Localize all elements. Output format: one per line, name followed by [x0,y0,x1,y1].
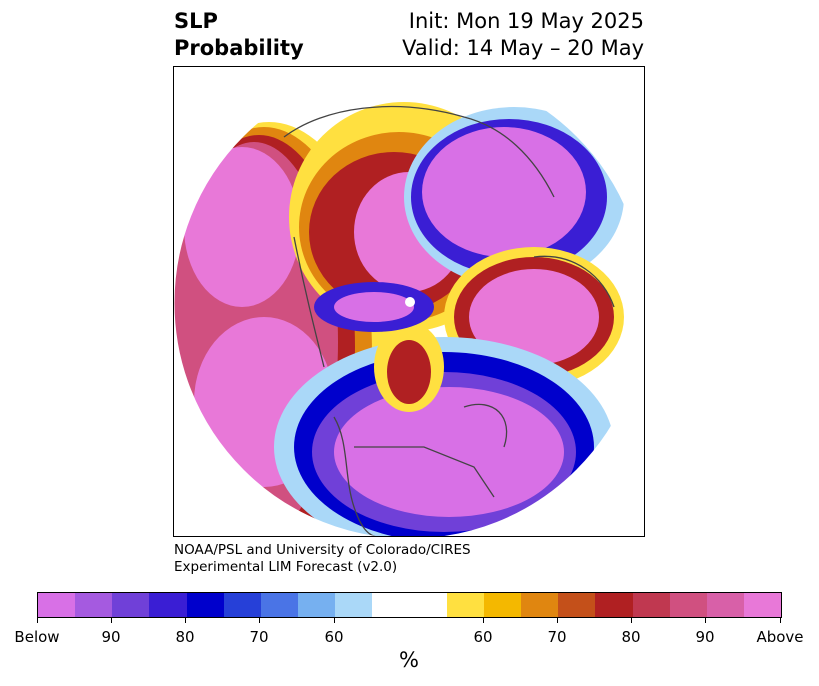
colorbar-swatch [483,593,522,617]
hudson-above-core [387,340,431,404]
colorbar-swatch [743,593,782,617]
colorbar-swatch [149,593,187,617]
colorbar-tickmark [259,618,260,623]
colorbar-swatch [75,593,113,617]
colorbar-tickmark [185,618,186,623]
colorbar-tick-label: 80 [175,628,195,646]
colorbar-tick-label: 90 [101,628,121,646]
colorbar-swatch [669,593,707,617]
colorbar-swatch [223,593,261,617]
colorbar-swatch [706,593,744,617]
polar-below-core [334,292,414,322]
colorbar-swatch [409,593,447,617]
colorbar-swatch [446,593,484,617]
probability-map [174,67,644,536]
colorbar-tickmark [631,618,632,623]
colorbar-tick-label: 60 [324,628,344,646]
namerica-below-core [334,387,564,517]
chart-title-right: Init: Mon 19 May 2025 Valid: 14 May – 20… [402,8,644,62]
colorbar-tickmark [111,618,112,623]
colorbar-tick-label: Above [756,628,804,646]
pacific-above-core-n [184,147,300,307]
colorbar-unit: % [399,648,419,672]
colorbar [37,592,782,618]
credit-text: NOAA/PSL and University of Colorado/CIRE… [174,542,471,576]
chart-title-left: SLP Probability [174,8,304,62]
colorbar-tickmark [557,618,558,623]
map-panel [173,66,645,537]
europe-below-core [422,127,586,257]
title-type: Probability [174,36,304,60]
colorbar-swatch [558,593,596,617]
title-variable: SLP [174,9,218,33]
colorbar-tickmark [37,618,38,623]
atlantic-above-core [469,269,599,365]
init-date: Init: Mon 19 May 2025 [408,9,644,33]
colorbar-tick-label: 70 [249,628,269,646]
colorbar-swatch [632,593,670,617]
colorbar-tickmark [705,618,706,623]
colorbar-swatch [260,593,299,617]
coastlines [283,105,615,536]
colorbar-tick-label: Below [14,628,60,646]
colorbar-tick-label: 70 [547,628,567,646]
colorbar-swatch [595,593,633,617]
colorbar-tickmark [780,618,781,623]
colorbar-tick-label: 90 [695,628,715,646]
colorbar-swatch [38,593,76,617]
credit-line-2: Experimental LIM Forecast (v2.0) [174,559,398,575]
colorbar-tick-label: 60 [473,628,493,646]
colorbar-swatch [521,593,559,617]
valid-range: Valid: 14 May – 20 May [402,36,644,60]
colorbar-swatch [112,593,150,617]
north-pole-marker [405,297,415,307]
colorbar-tickmark [334,618,335,623]
colorbar-tickmark [483,618,484,623]
credit-line-1: NOAA/PSL and University of Colorado/CIRE… [174,542,471,558]
colorbar-swatch [372,593,410,617]
colorbar-swatch [298,593,336,617]
colorbar-swatch [335,593,373,617]
colorbar-swatch [186,593,224,617]
colorbar-tick-label: 80 [621,628,641,646]
